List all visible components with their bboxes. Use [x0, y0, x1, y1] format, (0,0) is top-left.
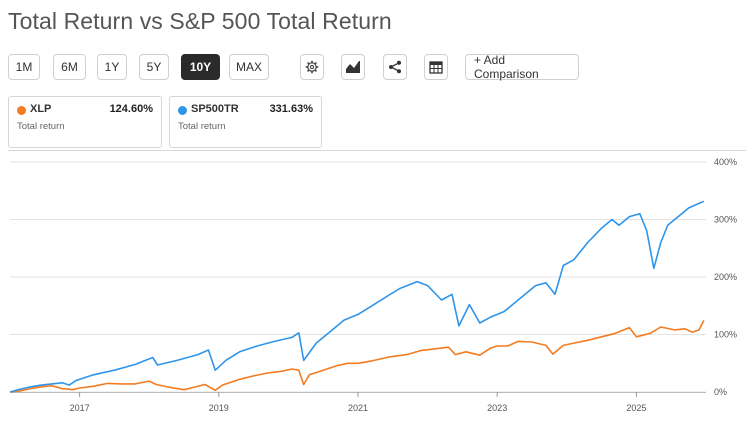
x-tick-label: 2023: [487, 403, 507, 413]
y-tick-label: 0%: [714, 387, 727, 397]
x-tick-label: 2017: [70, 403, 90, 413]
chart-type-icon: [346, 61, 360, 73]
series-line-sp500tr: [9, 200, 705, 393]
range-10y-button[interactable]: 10Y: [181, 54, 220, 80]
y-tick-label: 200%: [714, 272, 737, 282]
legend-card-sp500tr[interactable]: SP500TR 331.63% Total return: [169, 96, 322, 148]
chart-type-button[interactable]: [341, 54, 365, 80]
legend-color-dot: [17, 106, 26, 115]
share-button[interactable]: [383, 54, 407, 80]
range-max-button[interactable]: MAX: [229, 54, 269, 80]
y-tick-label: 100%: [714, 330, 737, 340]
y-tick-label: 400%: [714, 157, 737, 167]
range-1y-button[interactable]: 1Y: [97, 54, 127, 80]
legend-subtitle: Total return: [17, 121, 65, 132]
add-comparison-button[interactable]: + Add Comparison: [465, 53, 579, 81]
legend-subtitle: Total return: [178, 121, 226, 132]
line-chart: 400% 300% 200% 100% 0% 2017 2019 2021 2023 2025: [8, 150, 746, 413]
x-tick-label: 2021: [348, 403, 368, 413]
legend-value: 331.63%: [269, 103, 313, 115]
legend-card-xlp[interactable]: XLP 124.60% Total return: [8, 96, 162, 148]
range-6m-button[interactable]: 6M: [53, 54, 86, 80]
table-view-button[interactable]: [424, 54, 448, 80]
legend-color-dot: [178, 106, 187, 115]
page-title: Total Return vs S&P 500 Total Return: [8, 8, 392, 34]
table-icon: [429, 60, 443, 74]
gear-icon: [305, 60, 319, 74]
legend-value: 124.60%: [109, 103, 153, 115]
settings-button[interactable]: [300, 54, 324, 80]
legend-ticker: XLP: [30, 103, 52, 115]
range-1m-button[interactable]: 1M: [8, 54, 40, 80]
series-line-xlp: [9, 320, 705, 393]
share-icon: [389, 60, 401, 74]
y-tick-label: 300%: [714, 215, 737, 225]
x-tick-label: 2019: [209, 403, 229, 413]
legend-ticker: SP500TR: [191, 103, 239, 115]
range-5y-button[interactable]: 5Y: [139, 54, 169, 80]
x-tick-label: 2025: [626, 403, 646, 413]
